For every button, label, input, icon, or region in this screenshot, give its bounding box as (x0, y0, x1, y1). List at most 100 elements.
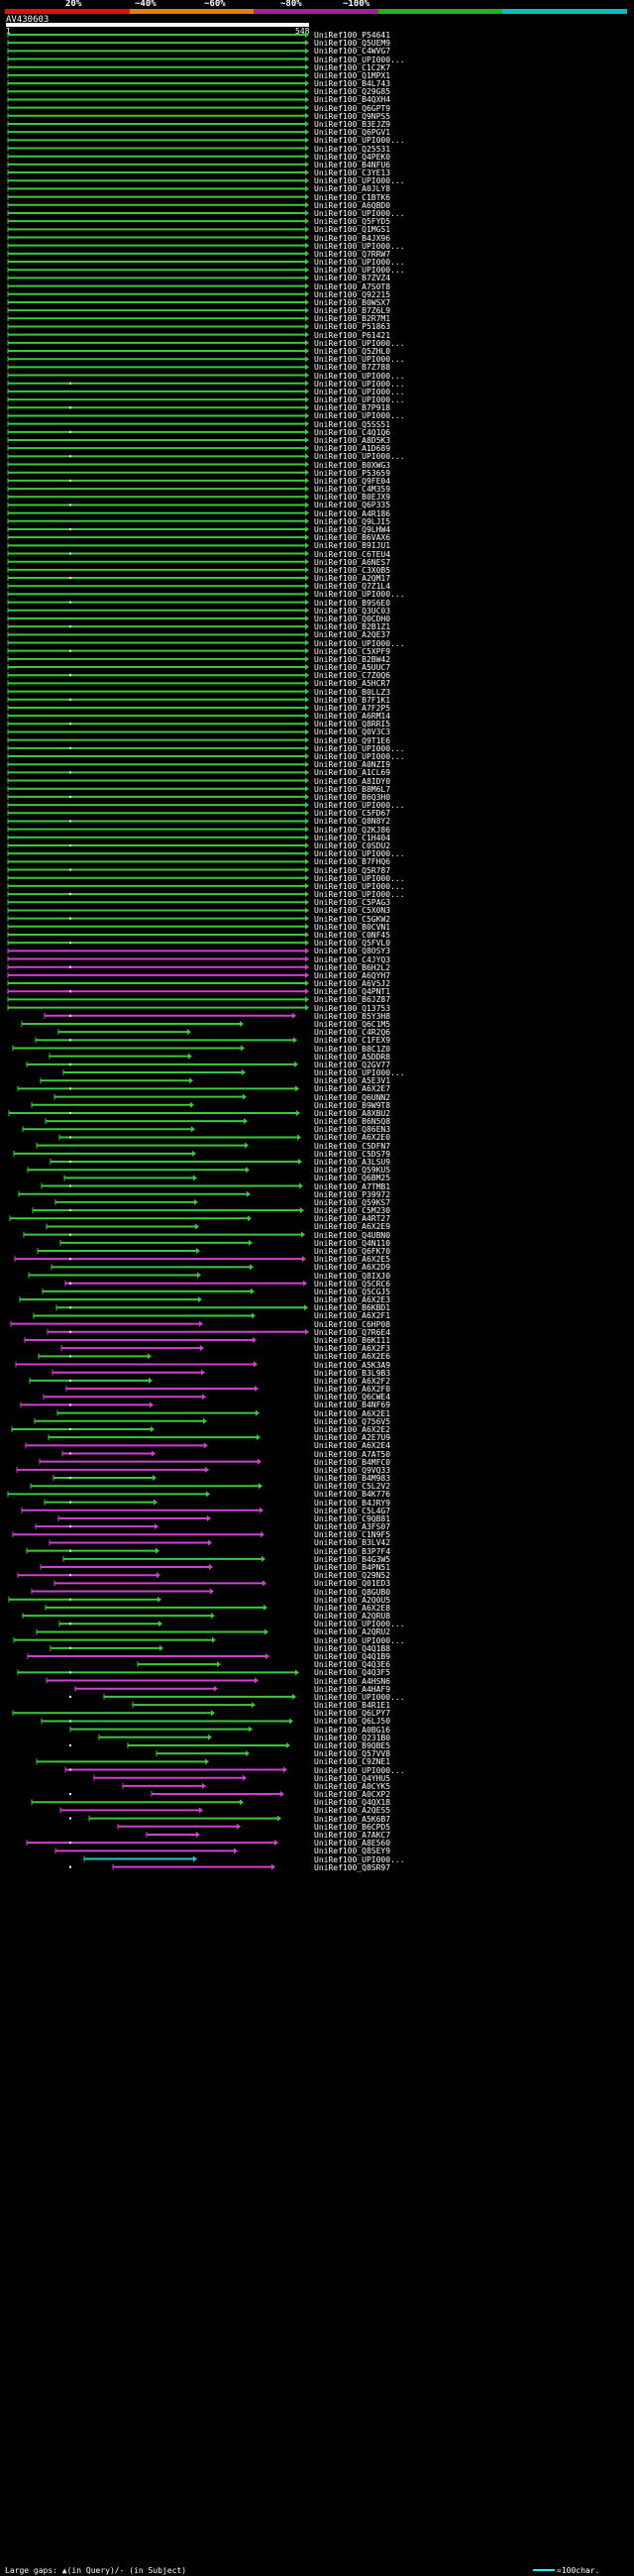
hit-label[interactable]: UniRef100_C5DS79 (314, 1149, 391, 1159)
hit-label[interactable]: UniRef100_A6X2E1 (314, 1408, 391, 1418)
hit-label[interactable]: UniRef100_A1CL69 (314, 768, 391, 778)
hit-label[interactable]: UniRef100_C7Z0Q6 (314, 671, 391, 681)
hit-label[interactable]: UniRef100_A6X2F1 (314, 1311, 391, 1321)
hit-label[interactable]: UniRef100_UPI000... (314, 241, 405, 251)
hit-label[interactable]: UniRef100_UPI000... (314, 55, 405, 64)
hit-label[interactable]: UniRef100_A8E560 (314, 1839, 391, 1848)
hit-label[interactable]: UniRef100_A2QE37 (314, 630, 391, 640)
hit-label[interactable]: UniRef100_Q4Q3E6 (314, 1660, 391, 1670)
hit-label[interactable]: UniRef100_A6RM14 (314, 712, 391, 722)
hit-label[interactable]: UniRef100_A5DDR8 (314, 1052, 391, 1062)
hit-label[interactable]: UniRef100_A6X2E5 (314, 1255, 391, 1265)
hit-label[interactable]: UniRef100_A6NES7 (314, 557, 391, 567)
hit-label[interactable]: UniRef100_A6X2E4 (314, 1441, 391, 1451)
hit-label[interactable]: UniRef100_Q9T1E6 (314, 735, 391, 745)
hit-label[interactable]: UniRef100_A2E7U9 (314, 1433, 391, 1443)
hit-label[interactable]: UniRef100_A6X2E8 (314, 1603, 391, 1613)
hit-label[interactable]: UniRef100_A1D689 (314, 444, 391, 454)
hit-label[interactable]: UniRef100_C4R2Q6 (314, 1028, 391, 1038)
hit-label[interactable]: UniRef100_Q2GV77 (314, 1060, 391, 1069)
hit-label[interactable]: UniRef100_C3YE13 (314, 168, 391, 178)
hit-label[interactable]: UniRef100_B7Z788 (314, 363, 391, 373)
hit-label[interactable]: UniRef100_B4G3W5 (314, 1554, 391, 1564)
hit-label[interactable]: UniRef100_Q6BM25 (314, 1174, 391, 1183)
hit-label[interactable]: UniRef100_A0CYK5 (314, 1781, 391, 1791)
hit-label[interactable]: UniRef100_P54641 (314, 31, 391, 40)
hit-label[interactable]: UniRef100_UPI000... (314, 258, 405, 268)
hit-label[interactable]: UniRef100_Q86EN3 (314, 1125, 391, 1135)
hit-label[interactable]: UniRef100_Q25531 (314, 144, 391, 154)
hit-label[interactable]: UniRef100_B6JZ87 (314, 995, 391, 1005)
hit-label[interactable]: UniRef100_A6X2F3 (314, 1344, 391, 1354)
hit-label[interactable]: UniRef100_B4PN51 (314, 1563, 391, 1573)
hit-label[interactable]: UniRef100_B4NF69 (314, 1400, 391, 1410)
hit-label[interactable]: UniRef100_UPI000... (314, 452, 405, 462)
hit-label[interactable]: UniRef100_C4JYQ3 (314, 954, 391, 964)
hit-label[interactable]: UniRef100_Q5UEM9 (314, 39, 391, 49)
hit-label[interactable]: UniRef100_B4MFC0 (314, 1457, 391, 1467)
hit-label[interactable]: UniRef100_C4Q1Q6 (314, 427, 391, 437)
hit-label[interactable]: UniRef100_C1C2K7 (314, 62, 391, 72)
hit-label[interactable]: UniRef100_Q8SR97 (314, 1862, 391, 1872)
hit-label[interactable]: UniRef100_Q5CRC6 (314, 1279, 391, 1288)
hit-label[interactable]: UniRef100_Q9FE04 (314, 476, 391, 486)
hit-label[interactable]: UniRef100_B9S6E0 (314, 598, 391, 608)
hit-label[interactable]: UniRef100_B4NFU6 (314, 160, 391, 169)
hit-label[interactable]: UniRef100_A7S0T8 (314, 281, 391, 291)
hit-label[interactable]: UniRef100_Q4N110 (314, 1238, 391, 1248)
hit-label[interactable]: UniRef100_Q4Q3F5 (314, 1668, 391, 1678)
hit-label[interactable]: UniRef100_C1H404 (314, 833, 391, 842)
hit-label[interactable]: UniRef100_A2QRU2 (314, 1627, 391, 1637)
hit-label[interactable]: UniRef100_B5Y3H8 (314, 1011, 391, 1021)
hit-label[interactable]: UniRef100_A6V5J2 (314, 979, 391, 989)
hit-label[interactable]: UniRef100_B4JX96 (314, 233, 391, 243)
hit-label[interactable]: UniRef100_Q8SEY9 (314, 1847, 391, 1856)
hit-label[interactable]: UniRef100_A7F2P5 (314, 703, 391, 713)
hit-label[interactable]: UniRef100_UPI000... (314, 411, 405, 421)
hit-label[interactable]: UniRef100_UPI000... (314, 743, 405, 753)
hit-label[interactable]: UniRef100_C5DFN7 (314, 1141, 391, 1151)
hit-label[interactable]: UniRef100_Q4QX18 (314, 1798, 391, 1808)
hit-label[interactable]: UniRef100_UPI000... (314, 379, 405, 389)
hit-label[interactable]: UniRef100_B6KBD1 (314, 1303, 391, 1313)
hit-label[interactable]: UniRef100_Q1MGS1 (314, 225, 391, 235)
hit-label[interactable]: UniRef100_C0NF45 (314, 930, 391, 940)
hit-label[interactable]: UniRef100_B6Q3H0 (314, 792, 391, 802)
hit-label[interactable]: UniRef100_A6QBD0 (314, 200, 391, 210)
hit-label[interactable]: UniRef100_Q6GPT9 (314, 103, 391, 113)
hit-label[interactable]: UniRef100_Q6P335 (314, 501, 391, 510)
hit-label[interactable]: UniRef100_Q9VQ33 (314, 1465, 391, 1475)
hit-label[interactable]: UniRef100_A8XBU2 (314, 1108, 391, 1118)
hit-label[interactable]: UniRef100_C1FEX9 (314, 1036, 391, 1046)
hit-label[interactable]: UniRef100_B2BW42 (314, 654, 391, 664)
hit-label[interactable]: UniRef100_UPI000... (314, 849, 405, 859)
hit-label[interactable]: UniRef100_Q9LHW4 (314, 524, 391, 534)
hit-label[interactable]: UniRef100_B3L9B3 (314, 1368, 391, 1378)
hit-label[interactable]: UniRef100_Q231B0 (314, 1733, 391, 1742)
hit-label[interactable]: UniRef100_B7ZVZ4 (314, 274, 391, 283)
hit-label[interactable]: UniRef100_C9ZNE1 (314, 1757, 391, 1767)
hit-label[interactable]: UniRef100_Q9LJI5 (314, 516, 391, 526)
hit-label[interactable]: UniRef100_C5XPF9 (314, 646, 391, 656)
hit-label[interactable]: UniRef100_Q6C1M5 (314, 1019, 391, 1029)
hit-label[interactable]: UniRef100_B0WSX7 (314, 297, 391, 307)
hit-label[interactable]: UniRef100_Q6FK70 (314, 1247, 391, 1256)
hit-label[interactable]: UniRef100_Q7RRW7 (314, 249, 391, 259)
hit-label[interactable]: UniRef100_UPI000... (314, 1068, 405, 1078)
hit-label[interactable]: UniRef100_UPI000... (314, 873, 405, 883)
hit-label[interactable]: UniRef100_A5E3V1 (314, 1076, 391, 1086)
hit-label[interactable]: UniRef100_B4L743 (314, 79, 391, 89)
hit-label[interactable]: UniRef100_UPI000... (314, 338, 405, 348)
hit-label[interactable]: UniRef100_Q1MPX1 (314, 70, 391, 80)
hit-label[interactable]: UniRef100_Q6UNN2 (314, 1092, 391, 1102)
hit-label[interactable]: UniRef100_Q92215 (314, 289, 391, 299)
hit-label[interactable]: UniRef100_Q7R6E4 (314, 1327, 391, 1337)
hit-label[interactable]: UniRef100_Q59KU5 (314, 1166, 391, 1176)
hit-label[interactable]: UniRef100_Q4UBN0 (314, 1230, 391, 1240)
hit-label[interactable]: UniRef100_B4R1E1 (314, 1701, 391, 1711)
hit-label[interactable]: UniRef100_UPI000... (314, 355, 405, 365)
hit-label[interactable]: UniRef100_A6X2F2 (314, 1376, 391, 1386)
hit-label[interactable]: UniRef100_A0BG16 (314, 1725, 391, 1735)
hit-label[interactable]: UniRef100_A6X2E3 (314, 1295, 391, 1305)
hit-label[interactable]: UniRef100_B8M6L7 (314, 784, 391, 794)
